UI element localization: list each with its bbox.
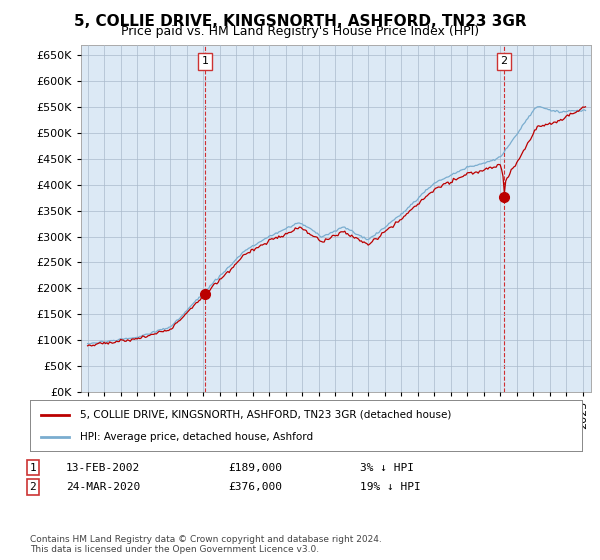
Text: 24-MAR-2020: 24-MAR-2020: [66, 482, 140, 492]
Text: £189,000: £189,000: [228, 463, 282, 473]
Text: Contains HM Land Registry data © Crown copyright and database right 2024.
This d: Contains HM Land Registry data © Crown c…: [30, 535, 382, 554]
Text: 3% ↓ HPI: 3% ↓ HPI: [360, 463, 414, 473]
Text: Price paid vs. HM Land Registry's House Price Index (HPI): Price paid vs. HM Land Registry's House …: [121, 25, 479, 38]
Text: 5, COLLIE DRIVE, KINGSNORTH, ASHFORD, TN23 3GR (detached house): 5, COLLIE DRIVE, KINGSNORTH, ASHFORD, TN…: [80, 409, 451, 419]
Text: 13-FEB-2002: 13-FEB-2002: [66, 463, 140, 473]
Text: 5, COLLIE DRIVE, KINGSNORTH, ASHFORD, TN23 3GR: 5, COLLIE DRIVE, KINGSNORTH, ASHFORD, TN…: [74, 14, 526, 29]
Text: 2: 2: [29, 482, 37, 492]
Text: 19% ↓ HPI: 19% ↓ HPI: [360, 482, 421, 492]
Text: 2: 2: [500, 57, 508, 67]
Text: 1: 1: [29, 463, 37, 473]
Text: HPI: Average price, detached house, Ashford: HPI: Average price, detached house, Ashf…: [80, 432, 313, 442]
Text: £376,000: £376,000: [228, 482, 282, 492]
Text: 1: 1: [202, 57, 209, 67]
